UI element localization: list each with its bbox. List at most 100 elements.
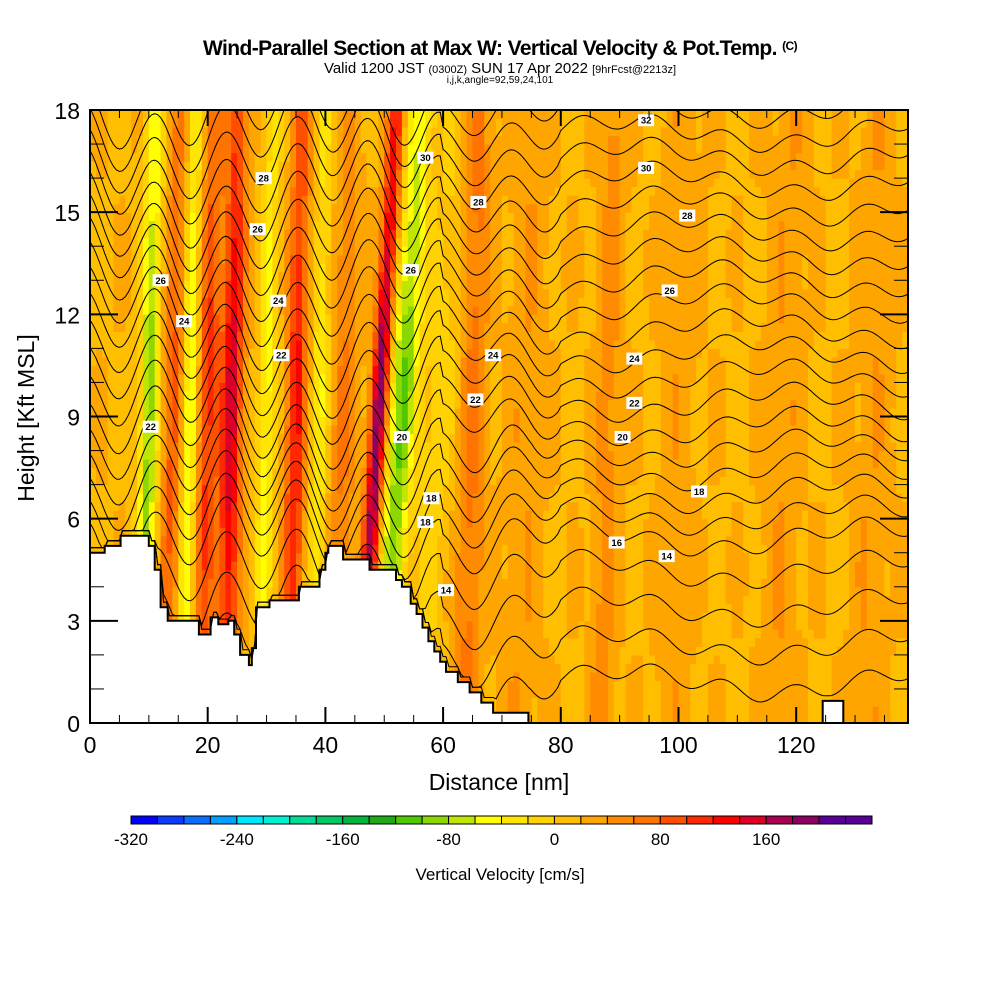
velocity-cell (119, 237, 126, 247)
velocity-cell (454, 356, 462, 366)
velocity-cell (131, 220, 138, 230)
velocity-cell (496, 646, 503, 656)
velocity-cell (460, 637, 468, 647)
velocity-cell (301, 535, 309, 545)
velocity-cell (113, 220, 120, 230)
velocity-cell (443, 484, 450, 494)
velocity-cell (313, 356, 321, 366)
velocity-cell (166, 144, 173, 154)
velocity-cell (207, 578, 215, 588)
velocity-cell (107, 535, 115, 545)
velocity-cell (490, 425, 497, 435)
velocity-cell (284, 501, 291, 511)
velocity-cell (113, 493, 120, 503)
velocity-cell (184, 373, 191, 383)
velocity-cell (372, 110, 379, 120)
velocity-cell (319, 391, 326, 401)
velocity-cell (137, 365, 144, 375)
velocity-cell (366, 161, 374, 171)
forecast-info: [9hrFcst@2213z] (592, 64, 677, 76)
velocity-cell (313, 484, 321, 494)
velocity-cell (207, 110, 215, 120)
velocity-cell (284, 229, 291, 239)
velocity-cell (101, 416, 109, 426)
velocity-cell (195, 169, 203, 179)
velocity-cell (131, 484, 138, 494)
velocity-cell (148, 391, 156, 401)
velocity-cell (354, 152, 362, 162)
velocity-cell (396, 493, 403, 503)
velocity-cell (472, 654, 479, 664)
velocity-cell (378, 271, 385, 281)
velocity-cell (454, 254, 462, 264)
velocity-cell (472, 169, 479, 179)
velocity-cell (319, 169, 326, 179)
velocity-cell (337, 263, 344, 273)
velocity-cell (478, 161, 485, 171)
velocity-cell (478, 408, 485, 418)
velocity-cell (260, 297, 268, 307)
velocity-cell (484, 620, 491, 630)
velocity-cell (131, 399, 138, 409)
velocity-cell (419, 535, 427, 545)
velocity-cell (213, 127, 221, 137)
velocity-cell (360, 484, 368, 494)
velocity-cell (466, 178, 474, 188)
velocity-cell (454, 399, 462, 409)
velocity-cell (325, 450, 332, 460)
velocity-cell (437, 535, 444, 545)
velocity-cell (490, 408, 497, 418)
velocity-cell (325, 493, 332, 503)
velocity-cell (484, 527, 491, 537)
velocity-cell (125, 271, 132, 281)
velocity-cell (284, 118, 291, 128)
velocity-cell (90, 484, 97, 494)
velocity-cell (254, 527, 262, 537)
velocity-cell (143, 382, 150, 392)
velocity-cell (443, 220, 450, 230)
velocity-cell (284, 365, 291, 375)
velocity-cell (384, 263, 391, 273)
velocity-cell (313, 442, 321, 452)
velocity-cell (301, 127, 309, 137)
velocity-cell (219, 603, 226, 613)
velocity-cell (490, 169, 497, 179)
velocity-cell (466, 356, 474, 366)
velocity-cell (449, 518, 456, 528)
velocity-cell (431, 339, 438, 349)
velocity-cell (195, 399, 203, 409)
velocity-cell (331, 169, 338, 179)
velocity-cell (125, 416, 132, 426)
velocity-cell (307, 433, 315, 443)
velocity-cell (195, 229, 203, 239)
velocity-cell (366, 339, 374, 349)
velocity-cell (137, 373, 144, 383)
velocity-cell (254, 246, 262, 256)
velocity-cell (243, 535, 250, 545)
velocity-cell (237, 569, 244, 579)
velocity-cell (90, 161, 97, 171)
velocity-cell (431, 263, 438, 273)
velocity-cell (178, 339, 185, 349)
velocity-cell (337, 220, 344, 230)
velocity-cell (278, 135, 285, 145)
velocity-cell (184, 527, 191, 537)
velocity-cell (201, 399, 209, 409)
velocity-cell (401, 510, 409, 520)
velocity-cell (143, 484, 150, 494)
velocity-cell (154, 527, 162, 537)
velocity-cell (278, 365, 285, 375)
velocity-cell (160, 178, 168, 188)
velocity-cell (372, 348, 379, 358)
velocity-cell (343, 127, 350, 137)
velocity-cell (396, 161, 403, 171)
velocity-cell (284, 544, 291, 554)
velocity-cell (207, 212, 215, 222)
velocity-cell (243, 612, 250, 622)
velocity-cell (101, 442, 109, 452)
velocity-cell (390, 399, 397, 409)
velocity-cell (113, 518, 120, 528)
velocity-cell (243, 237, 250, 247)
velocity-cell (437, 450, 444, 460)
velocity-cell (231, 510, 238, 520)
